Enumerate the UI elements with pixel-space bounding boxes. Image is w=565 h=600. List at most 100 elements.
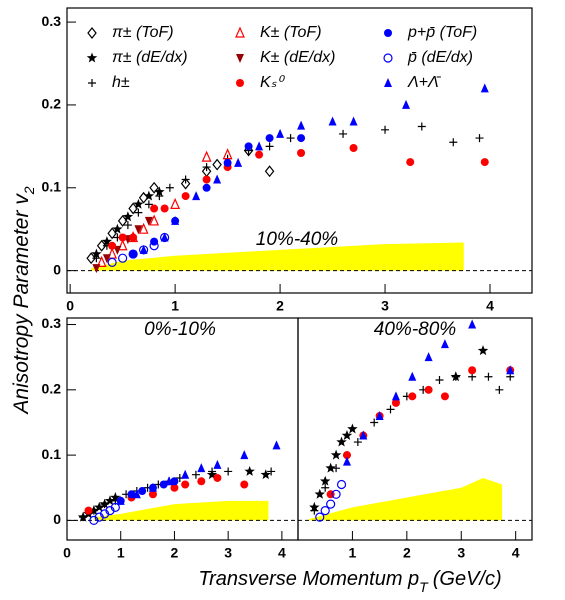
marker — [321, 483, 330, 492]
x-tick-label: 2 — [276, 298, 284, 314]
marker — [320, 506, 330, 516]
marker — [326, 499, 336, 509]
x-tick-label: 0 — [66, 298, 74, 314]
marker — [118, 233, 127, 242]
legend-label: Kₛ⁰ — [260, 74, 286, 91]
marker — [92, 264, 101, 274]
systematic-band — [91, 242, 464, 271]
marker — [276, 128, 285, 138]
marker — [297, 148, 306, 157]
y-tick-label: 0.3 — [42, 13, 62, 29]
marker — [107, 257, 117, 267]
legend-marker — [384, 78, 392, 87]
legend-label: K± (dE/dx) — [260, 49, 335, 66]
marker — [272, 440, 281, 450]
marker — [165, 183, 174, 192]
marker — [149, 181, 159, 194]
marker — [234, 157, 243, 167]
marker — [133, 198, 144, 209]
legend-marker — [87, 27, 97, 39]
marker — [240, 450, 249, 460]
marker — [170, 477, 179, 486]
y-tick-label: 0.3 — [42, 315, 62, 331]
marker — [101, 236, 113, 247]
marker — [223, 158, 232, 167]
marker — [375, 410, 384, 420]
marker — [148, 490, 157, 499]
x-tick-label: 1 — [171, 298, 179, 314]
x-tick-label: 1 — [349, 545, 357, 561]
marker — [297, 120, 306, 130]
y-tick-label: 0.2 — [42, 96, 62, 112]
marker — [160, 232, 169, 242]
marker — [341, 430, 353, 440]
marker — [330, 449, 342, 460]
marker — [484, 372, 493, 381]
marker — [102, 254, 111, 264]
marker — [128, 202, 138, 215]
marker — [129, 233, 138, 242]
marker — [339, 129, 348, 138]
marker — [331, 489, 341, 499]
marker — [165, 476, 174, 486]
x-tick-label: 4 — [512, 545, 520, 561]
x-axis-title-sub: T — [419, 579, 429, 595]
marker — [342, 451, 351, 460]
legend-label: K± (ToF) — [260, 24, 322, 41]
marker — [92, 254, 101, 263]
marker — [265, 134, 274, 143]
marker — [342, 456, 351, 466]
marker — [265, 142, 274, 151]
legend-marker — [235, 26, 245, 38]
marker — [96, 255, 107, 267]
marker — [244, 142, 253, 151]
marker — [451, 372, 460, 381]
x-tick-label: 4 — [486, 298, 494, 314]
marker — [129, 250, 138, 259]
marker — [244, 465, 255, 476]
marker — [202, 163, 211, 172]
marker — [100, 500, 109, 509]
marker — [336, 479, 347, 490]
marker — [144, 200, 153, 209]
marker — [181, 192, 190, 201]
marker — [108, 241, 117, 250]
marker — [475, 134, 484, 143]
marker — [297, 134, 306, 143]
legend-marker — [384, 29, 392, 37]
marker — [202, 183, 211, 192]
marker — [408, 371, 417, 381]
y-axis-title-sub: 2 — [21, 186, 37, 195]
marker — [424, 352, 433, 362]
marker — [440, 339, 449, 349]
legend-label: h± — [112, 74, 130, 91]
legend-marker — [236, 54, 244, 63]
marker — [240, 480, 249, 489]
y-tick-label: 0 — [53, 511, 61, 527]
marker — [212, 158, 222, 171]
marker — [391, 391, 400, 401]
x-tick-label: 3 — [381, 298, 389, 314]
marker — [139, 244, 148, 254]
marker — [468, 319, 477, 329]
y-tick-label: 0.2 — [42, 381, 62, 397]
marker — [94, 501, 105, 512]
x-axis-title: Transverse Momentum pT (GeV/c) — [198, 568, 501, 594]
panel-label: 10%-40% — [256, 229, 338, 250]
marker — [506, 365, 515, 375]
marker — [213, 174, 222, 184]
marker — [267, 467, 276, 476]
legend-label: p+p̄ (ToF) — [407, 24, 477, 41]
marker — [107, 227, 117, 240]
legend-label: p̄ (dE/dx) — [407, 49, 473, 66]
marker — [149, 241, 159, 251]
marker — [181, 480, 190, 489]
marker — [202, 175, 211, 184]
marker — [349, 144, 358, 153]
marker — [391, 398, 400, 407]
marker — [138, 222, 149, 234]
marker — [117, 239, 128, 251]
marker — [84, 506, 93, 515]
legend-label: Λ+Λ̄ — [407, 74, 442, 91]
y-tick-label: 0.1 — [42, 178, 62, 194]
